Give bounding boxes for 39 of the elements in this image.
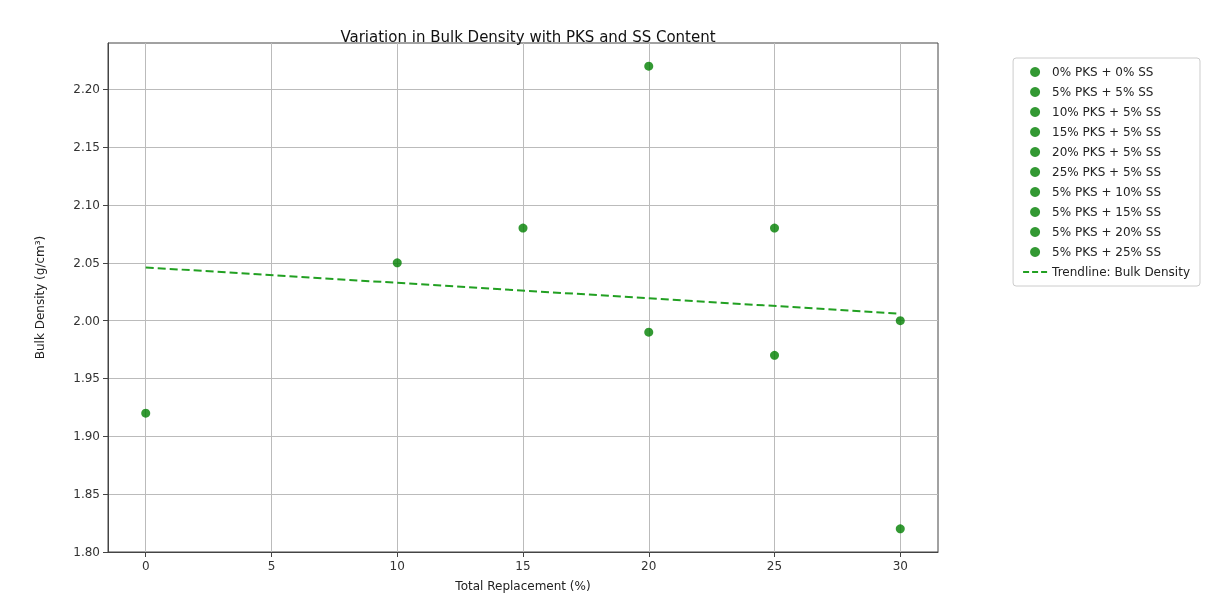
y-axis-title: Bulk Density (g/cm³) (33, 235, 47, 360)
x-tick-label: 30 (892, 559, 908, 573)
y-tick-label: 2.05 (73, 255, 100, 270)
point (770, 350, 780, 360)
legend-label: 25% PKS + 5% SS (1052, 165, 1162, 179)
y-tick-label: 2.15 (73, 140, 100, 155)
legend-label: 15% PKS + 5% SS (1052, 125, 1162, 139)
x-tick-label: 5 (267, 559, 276, 573)
legend-label: Trendline: Bulk Density (1051, 265, 1191, 279)
legend-label: 5% PKS + 15% SS (1052, 205, 1162, 219)
x-tick-label: 10 (389, 559, 405, 573)
y-tick-label: 1.90 (73, 429, 100, 444)
y-tick-label: 2.00 (73, 313, 100, 328)
y-tick-label: 1.85 (73, 487, 100, 502)
point (895, 316, 905, 326)
legend-label: 20% PKS + 5% SS (1052, 145, 1162, 159)
chart-title: Variation in Bulk Density with PKS and SS Content (340, 27, 716, 46)
point (895, 524, 905, 534)
point (644, 327, 654, 337)
y-tick-label: 1.80 (73, 545, 100, 559)
legend-label: 5% PKS + 5% SS (1052, 85, 1154, 99)
point (392, 258, 402, 268)
legend-label: 5% PKS + 10% SS (1052, 185, 1162, 199)
legend-label: 10% PKS + 5% SS (1052, 105, 1162, 119)
point (141, 408, 151, 418)
x-tick-label: 20 (641, 559, 657, 573)
y-tick-label: 1.95 (73, 371, 100, 386)
legend-label: 5% PKS + 25% SS (1052, 245, 1162, 259)
x-tick-label: 0 (141, 559, 150, 573)
x-tick-label: 25 (766, 559, 783, 573)
x-axis-title: Total Replacement (%) (454, 579, 591, 593)
y-tick-label: 2.10 (73, 197, 100, 212)
legend-label: 0% PKS + 0% SS (1052, 65, 1154, 79)
y-tick-label: 2.20 (73, 82, 100, 97)
x-tick-label: 15 (515, 559, 531, 573)
point (770, 223, 780, 233)
legend-label: 5% PKS + 20% SS (1052, 225, 1162, 239)
point (518, 223, 528, 233)
point (644, 61, 654, 71)
